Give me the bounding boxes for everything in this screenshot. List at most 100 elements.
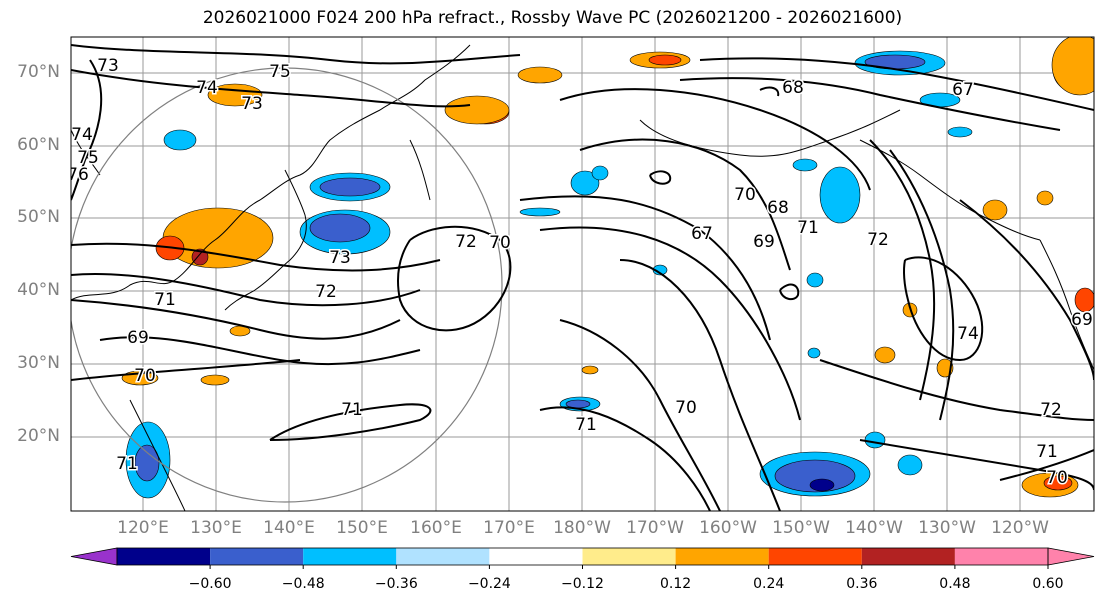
coastline: [1039, 239, 1094, 371]
coastline: [639, 109, 901, 157]
colorbar-extend-high: [1047, 547, 1095, 566]
lon-label: 160°W: [699, 518, 757, 538]
colorbar-tick-label: 0.60: [1032, 576, 1064, 592]
contour-label: 70: [1046, 468, 1068, 488]
contour-label: 67: [691, 224, 713, 244]
anomaly-patch: [648, 54, 682, 66]
contour-line: [903, 256, 984, 362]
contour-line: [649, 170, 672, 185]
colorbar-segment: [396, 548, 490, 565]
colorbar-tick-label: 0.36: [846, 576, 878, 592]
contour-line: [539, 226, 801, 421]
anomaly-patch: [570, 170, 600, 196]
contour-label: 74: [196, 78, 218, 98]
contour-line: [71, 359, 301, 381]
lon-label: 120°E: [117, 518, 169, 538]
colorbar-segment: [954, 548, 1048, 565]
lon-label: 150°W: [772, 518, 830, 538]
contour-label: 71: [575, 415, 597, 435]
anomaly-patch: [809, 478, 835, 492]
colorbar-tick-label: −0.24: [467, 576, 511, 592]
contour-label: 70: [675, 398, 697, 418]
lon-label: 130°E: [190, 518, 242, 538]
anomaly-patch: [134, 444, 160, 482]
anomaly-patch: [807, 347, 821, 359]
coastline: [859, 139, 1041, 241]
reference-circle: [71, 67, 503, 503]
lon-label: 160°E: [410, 518, 462, 538]
contour-lines: [71, 44, 1094, 511]
colorbar-tick-label: −0.12: [561, 576, 604, 592]
anomaly-patch: [819, 166, 861, 224]
colorbar-tick-label: 0.48: [939, 576, 971, 592]
contour-line: [959, 199, 1094, 381]
contour-label: 70: [489, 233, 511, 253]
anomaly-patch: [517, 66, 563, 84]
contour-label: 67: [952, 80, 974, 100]
anomaly-patch: [947, 126, 973, 138]
colorbar-segment: [210, 548, 304, 565]
colorbar-segment: [675, 548, 769, 565]
contour-line: [71, 242, 441, 272]
lon-label: 170°W: [626, 518, 684, 538]
colorbar-tick-label: 0.24: [753, 576, 785, 592]
colorbar-tick-label: 0.12: [660, 576, 692, 592]
coastline: [71, 44, 471, 301]
anomaly-patch: [652, 264, 668, 276]
lon-label: 180°W: [553, 518, 611, 538]
contour-line: [619, 259, 781, 511]
contour-label: 71: [341, 400, 363, 420]
lon-label: 150°E: [336, 518, 388, 538]
anomaly-patch: [309, 213, 371, 243]
contour-label: 69: [753, 232, 775, 252]
contour-label: 72: [315, 282, 337, 302]
anomaly-patch: [519, 207, 561, 217]
contour-line: [71, 273, 421, 307]
coastline: [129, 399, 186, 511]
contour-label: 71: [154, 290, 176, 310]
contour-label: 71: [797, 218, 819, 238]
contour-label: 71: [1036, 442, 1058, 462]
colorbar-segment: [582, 548, 676, 565]
anomaly-patch: [163, 129, 197, 151]
contour-label: 68: [767, 198, 789, 218]
contour-line: [71, 44, 521, 65]
lon-label: 120°W: [991, 518, 1049, 538]
contour-line: [859, 439, 1094, 491]
contour-label: 76: [67, 165, 89, 185]
gridlines: [71, 37, 1094, 511]
anomaly-patch: [792, 158, 818, 172]
contour-label: 73: [241, 94, 263, 114]
contour-line: [759, 86, 780, 97]
lat-label: 40°N: [17, 280, 60, 300]
anomaly-patch: [1074, 287, 1094, 313]
contour-line: [579, 138, 791, 271]
contour-line: [519, 195, 771, 341]
lat-label: 30°N: [17, 353, 60, 373]
anomaly-patch: [806, 272, 824, 288]
contour-line: [71, 69, 471, 108]
contour-line: [819, 359, 1094, 421]
contour-label: 73: [97, 56, 119, 76]
contour-line: [71, 59, 103, 201]
lon-label: 170°E: [483, 518, 535, 538]
anomaly-patch: [897, 454, 923, 476]
contour-label: 70: [734, 185, 756, 205]
anomaly-patch: [1036, 190, 1054, 206]
coastline: [409, 139, 431, 201]
lon-label: 140°E: [263, 518, 315, 538]
anomaly-patch: [319, 177, 381, 197]
lat-label: 70°N: [17, 62, 60, 82]
colorbar-segment: [117, 548, 211, 565]
contour-label: 72: [1040, 400, 1062, 420]
contour-label: 70: [134, 366, 156, 386]
contour-line: [397, 225, 512, 332]
colorbar-segment: [861, 548, 955, 565]
contour-label: 75: [269, 62, 291, 82]
contour-line: [679, 77, 1061, 131]
coastlines: [71, 44, 1094, 511]
contour-label: 68: [782, 78, 804, 98]
lat-label: 20°N: [17, 426, 60, 446]
